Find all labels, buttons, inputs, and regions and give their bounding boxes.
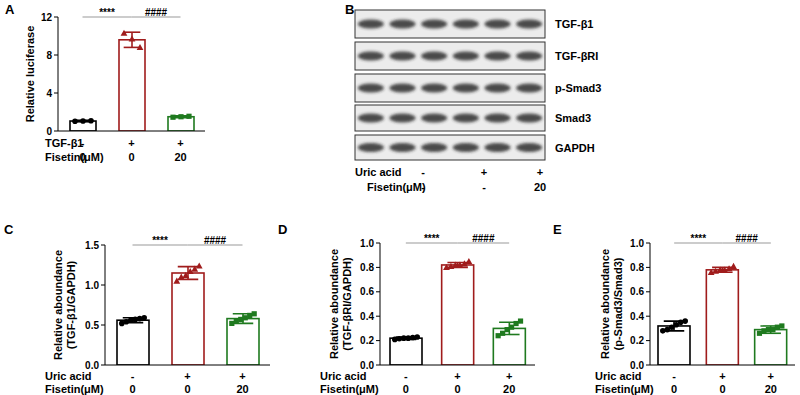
svg-text:8: 8 <box>46 50 52 61</box>
html-text:D: D <box>278 222 288 237</box>
svg-text:+: + <box>177 137 183 149</box>
html-text:Fisetin(μM): Fisetin(μM) <box>320 383 379 395</box>
html-text:B: B <box>345 2 355 17</box>
html-text:Uric acid: Uric acid <box>45 370 92 382</box>
svg-text:0.6: 0.6 <box>630 286 644 297</box>
html-text:A: A <box>5 2 15 17</box>
svg-text:0.8: 0.8 <box>360 262 374 273</box>
svg-text:+: + <box>481 166 487 178</box>
svg-text:0.6: 0.6 <box>360 286 374 297</box>
svg-text:+: + <box>239 370 245 382</box>
svg-text:0: 0 <box>719 383 725 395</box>
svg-text:0.4: 0.4 <box>360 311 374 322</box>
svg-text:0: 0 <box>184 383 190 395</box>
svg-text:4: 4 <box>46 88 52 99</box>
svg-text:****: **** <box>99 7 115 18</box>
svg-text:****: **** <box>424 233 440 244</box>
svg-text:1.0: 1.0 <box>360 238 374 249</box>
html-text:Uric acid: Uric acid <box>595 370 642 382</box>
svg-text:1.0: 1.0 <box>85 280 99 291</box>
svg-text:+: + <box>768 370 774 382</box>
svg-text:Uric acid: Uric acid <box>355 166 401 178</box>
svg-text:-: - <box>482 181 486 193</box>
svg-text:Fisetin(μM): Fisetin(μM) <box>367 181 426 193</box>
svg-text:0.4: 0.4 <box>630 311 644 322</box>
svg-text:+: + <box>454 370 460 382</box>
svg-text:****: **** <box>691 233 707 244</box>
html-text:Fisetin(μM): Fisetin(μM) <box>45 383 104 395</box>
html-text:TGF-β1: TGF-β1 <box>45 137 84 149</box>
svg-text:-: - <box>421 181 425 193</box>
svg-text:20: 20 <box>765 383 777 395</box>
svg-text:Relative aboundance(TGF-β1/GAP: Relative aboundance(TGF-β1/GAPDH) <box>52 250 77 360</box>
svg-text:Relative aboundance(TGF-βRI/GA: Relative aboundance(TGF-βRI/GAPDH) <box>328 249 353 359</box>
svg-text:0: 0 <box>671 383 677 395</box>
svg-text:GAPDH: GAPDH <box>555 142 595 154</box>
svg-text:0.2: 0.2 <box>630 335 644 346</box>
svg-text:12: 12 <box>41 12 53 23</box>
svg-text:Relative aboundance(p-Smad3/Sm: Relative aboundance(p-Smad3/Smad3) <box>599 249 624 359</box>
svg-text:-: - <box>672 370 676 382</box>
svg-text:0: 0 <box>129 383 135 395</box>
svg-text:-: - <box>131 370 135 382</box>
svg-text:+: + <box>184 370 190 382</box>
svg-text:0: 0 <box>454 383 460 395</box>
svg-text:20: 20 <box>534 181 546 193</box>
html-text:Uric acid: Uric acid <box>320 370 367 382</box>
svg-text:-: - <box>421 166 425 178</box>
svg-text:Relative luciferase: Relative luciferase <box>24 26 36 123</box>
svg-text:0.0: 0.0 <box>360 360 374 371</box>
svg-text:Smad3: Smad3 <box>555 112 591 124</box>
svg-text:####: #### <box>736 233 759 244</box>
svg-text:0.8: 0.8 <box>630 262 644 273</box>
svg-text:p-Smad3: p-Smad3 <box>555 82 601 94</box>
svg-text:####: #### <box>145 7 168 18</box>
svg-text:0: 0 <box>403 383 409 395</box>
html-text:Fisetin(μM): Fisetin(μM) <box>595 383 654 395</box>
svg-text:20: 20 <box>236 383 248 395</box>
svg-text:####: #### <box>204 235 227 246</box>
svg-text:20: 20 <box>174 151 186 163</box>
svg-text:0.0: 0.0 <box>85 360 99 371</box>
svg-text:0.2: 0.2 <box>360 335 374 346</box>
svg-text:0.5: 0.5 <box>85 320 99 331</box>
svg-text:0: 0 <box>46 126 52 137</box>
svg-text:TGF-βRI: TGF-βRI <box>555 50 598 62</box>
svg-text:+: + <box>719 370 725 382</box>
svg-text:####: #### <box>472 233 495 244</box>
svg-text:TGF-β1: TGF-β1 <box>555 18 594 30</box>
svg-text:-: - <box>404 370 408 382</box>
svg-text:+: + <box>537 166 543 178</box>
svg-text:+: + <box>506 370 512 382</box>
svg-text:0.0: 0.0 <box>630 360 644 371</box>
svg-text:****: **** <box>152 235 168 246</box>
svg-text:+: + <box>128 137 134 149</box>
svg-text:1.5: 1.5 <box>85 240 99 251</box>
html-text:C: C <box>4 222 14 237</box>
svg-text:20: 20 <box>503 383 515 395</box>
html-text:E: E <box>553 222 562 237</box>
svg-text:0: 0 <box>128 151 134 163</box>
svg-text:1.0: 1.0 <box>630 238 644 249</box>
html-text:Fisetin(μM): Fisetin(μM) <box>45 151 104 163</box>
